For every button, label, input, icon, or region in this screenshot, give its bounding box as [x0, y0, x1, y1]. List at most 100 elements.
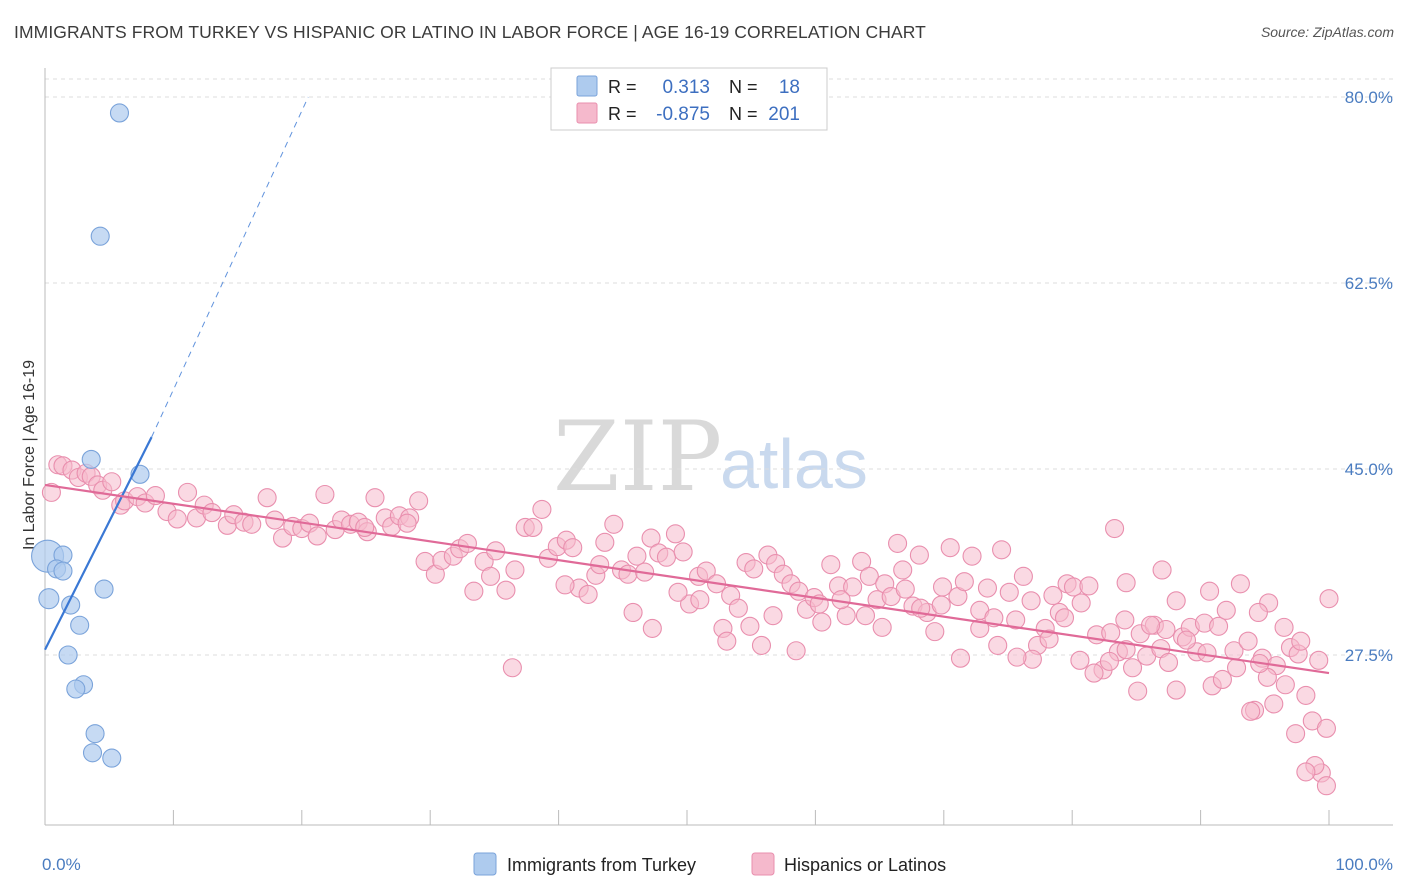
- hispanic-point: [836, 606, 856, 626]
- hispanic-point: [992, 540, 1012, 560]
- hispanic-point: [1309, 650, 1329, 670]
- stats-r-label-pink: R =: [608, 104, 637, 124]
- turkey-point: [81, 449, 101, 469]
- hispanic-point: [988, 635, 1008, 655]
- stats-legend-swatch-blue: [576, 75, 598, 97]
- turkey-points: [31, 103, 150, 768]
- hispanic-point: [563, 538, 583, 558]
- turkey-point: [70, 615, 90, 635]
- legend-label-hispanic: Hispanics or Latinos: [784, 855, 946, 875]
- hispanic-point: [604, 514, 624, 534]
- hispanic-point: [1122, 658, 1143, 678]
- hispanic-point: [1296, 762, 1316, 782]
- hispanic-point: [751, 635, 772, 655]
- hispanic-point: [1105, 518, 1125, 539]
- hispanic-point: [1296, 685, 1316, 705]
- hispanic-point: [843, 577, 863, 597]
- hispanic-point: [1021, 591, 1041, 611]
- hispanic-point: [668, 582, 688, 602]
- hispanic-point: [1128, 681, 1148, 701]
- hispanic-point: [623, 602, 643, 623]
- hispanic-point: [365, 488, 385, 508]
- hispanic-point: [1152, 560, 1172, 580]
- hispanic-point: [1197, 643, 1217, 663]
- hispanic-point: [1079, 576, 1099, 596]
- y-tick-label: 80.0%: [1345, 88, 1393, 107]
- x-tick-label-start: 0.0%: [42, 855, 81, 874]
- hispanic-point: [855, 606, 876, 626]
- hispanic-point: [728, 598, 748, 618]
- turkey-point: [82, 743, 103, 763]
- legend-label-turkey: Immigrants from Turkey: [507, 855, 696, 875]
- hispanic-point: [1316, 776, 1336, 796]
- hispanic-point: [812, 612, 832, 632]
- hispanic-point: [618, 564, 638, 584]
- hispanic-point: [970, 618, 990, 638]
- bottom-legend: Immigrants from Turkey Hispanics or Lati…: [473, 852, 946, 876]
- hispanic-point: [1158, 652, 1179, 672]
- legend-swatch-hispanic: [751, 852, 775, 876]
- watermark-zip: ZIP: [553, 401, 722, 513]
- hispanic-point: [1238, 631, 1258, 651]
- hispanic-point: [1230, 574, 1250, 594]
- turkey-point: [90, 226, 110, 246]
- hispanic-point: [977, 578, 998, 598]
- x-tick-label-end: 100.0%: [1335, 855, 1393, 874]
- hispanic-point: [763, 606, 783, 626]
- hispanic-point: [502, 658, 522, 678]
- hispanic-point: [954, 572, 974, 592]
- y-tick-labels: 27.5% 45.0% 62.5% 80.0%: [1345, 88, 1393, 665]
- hispanic-point: [1140, 615, 1161, 635]
- hispanic-point: [821, 555, 841, 575]
- hispanic-point: [1291, 631, 1311, 651]
- hispanic-point: [665, 524, 685, 544]
- hispanic-point: [1248, 602, 1268, 623]
- watermark-atlas: atlas: [720, 425, 868, 503]
- hispanic-point: [931, 595, 951, 615]
- hispanic-point: [41, 482, 61, 502]
- hispanic-point: [641, 528, 661, 548]
- hispanic-point: [673, 542, 693, 562]
- hispanic-point: [307, 526, 327, 546]
- stats-n-value-blue: 18: [779, 77, 800, 98]
- hispanic-point: [1043, 585, 1063, 606]
- stats-legend-swatch-pink: [576, 102, 598, 124]
- hispanic-point: [925, 622, 945, 642]
- hispanic-point: [177, 482, 198, 502]
- y-tick-label: 45.0%: [1345, 460, 1393, 479]
- hispanic-trend-line: [44, 483, 1330, 675]
- watermark: ZIP atlas: [553, 401, 868, 513]
- hispanic-point: [717, 631, 737, 651]
- legend-swatch-turkey: [473, 852, 497, 876]
- hispanic-point: [627, 546, 647, 566]
- hispanic-point: [102, 472, 122, 492]
- stats-n-value-pink: 201: [768, 104, 800, 125]
- hispanic-points: [41, 455, 1339, 796]
- turkey-point: [94, 579, 114, 599]
- hispanic-point: [242, 514, 262, 534]
- stats-r-value-pink: -0.875: [656, 104, 710, 125]
- hispanic-point: [1116, 640, 1136, 660]
- trend-lines: [44, 96, 1330, 675]
- hispanic-point: [656, 547, 677, 567]
- hispanic-point: [909, 545, 929, 565]
- hispanic-point: [505, 560, 525, 580]
- hispanic-point: [1264, 694, 1284, 714]
- turkey-trend-extension: [151, 96, 309, 438]
- hispanic-point: [1200, 581, 1220, 601]
- y-axis-title: In Labor Force | Age 16-19: [21, 360, 38, 550]
- hispanic-point: [962, 546, 982, 566]
- hispanic-point: [1166, 591, 1186, 611]
- hispanic-point: [1006, 610, 1026, 630]
- hispanic-point: [1070, 650, 1090, 670]
- hispanic-point: [1071, 593, 1091, 613]
- stats-n-label-pink: N =: [729, 104, 758, 124]
- hispanic-point: [480, 566, 501, 586]
- hispanic-point: [1212, 669, 1232, 689]
- grid: [45, 78, 1393, 656]
- hispanic-point: [532, 499, 552, 519]
- hispanic-point: [1274, 617, 1294, 637]
- hispanic-point: [1084, 663, 1104, 683]
- hispanic-point: [1209, 616, 1229, 636]
